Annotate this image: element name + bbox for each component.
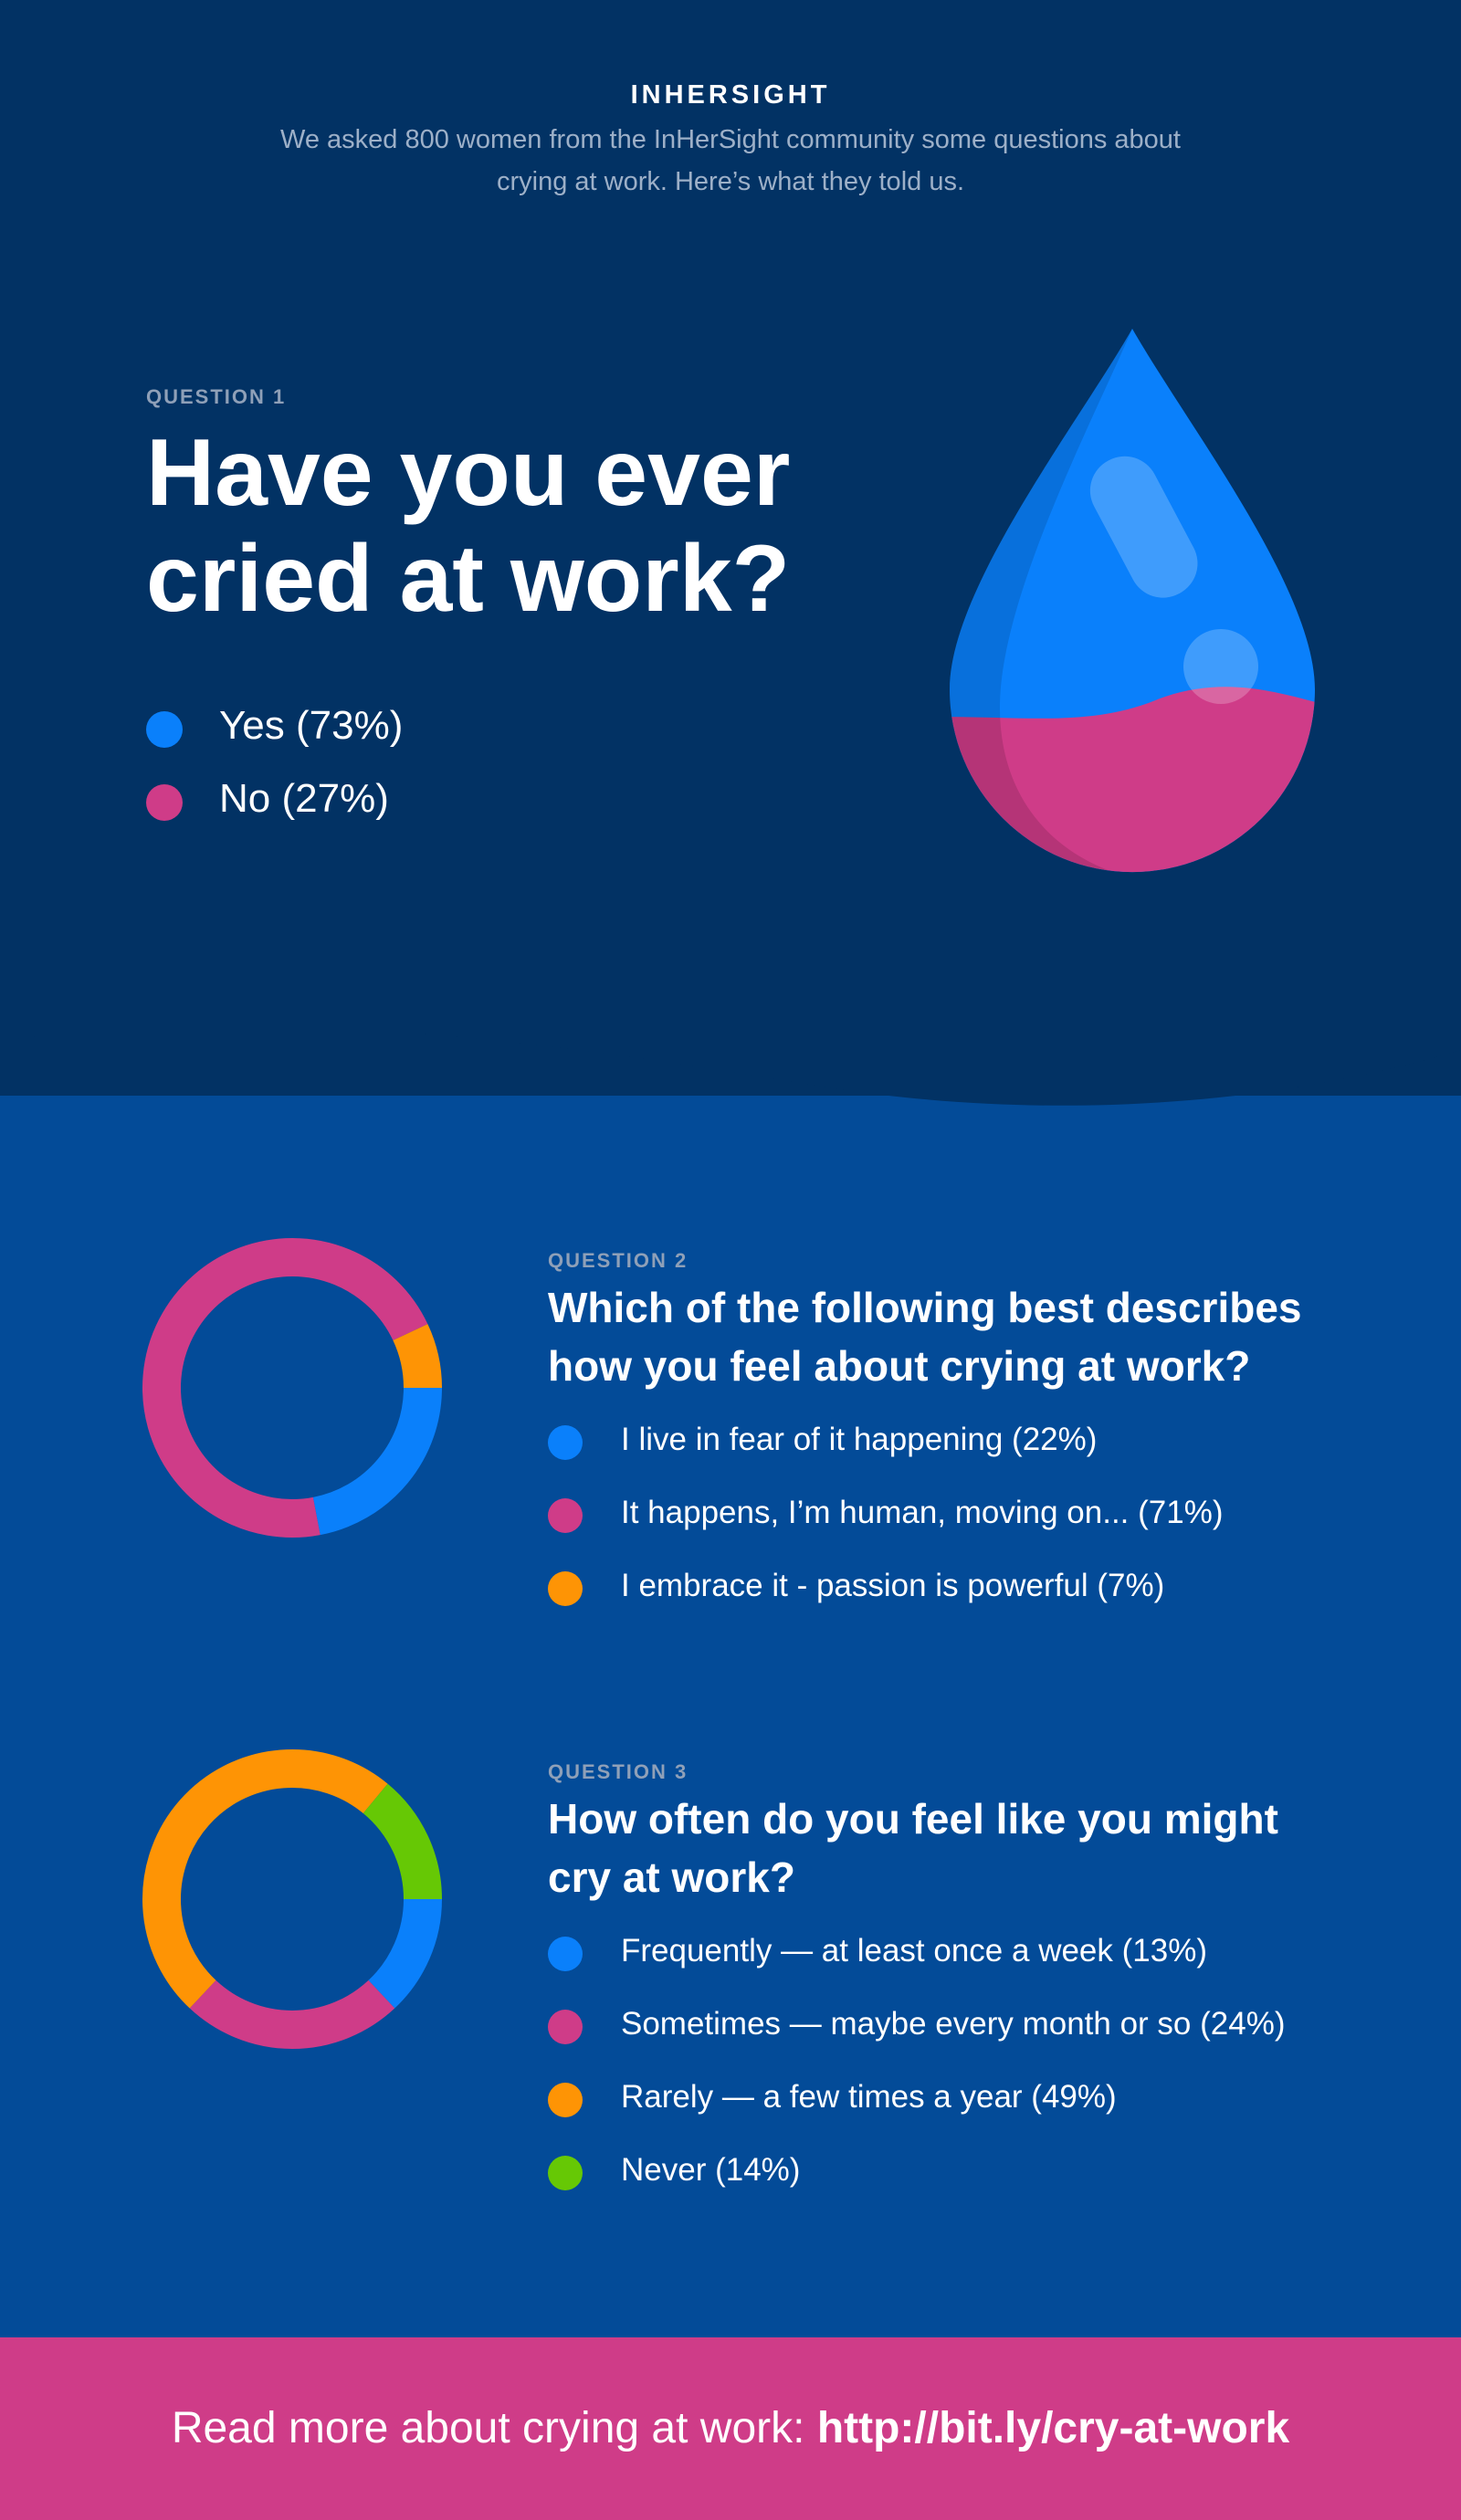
- question-1-title: Have you ever cried at work?: [146, 420, 791, 632]
- legend-item-yes: Yes (73%): [146, 698, 403, 772]
- donut-segment-2: [142, 1749, 388, 2009]
- donut-segment-2: [393, 1324, 442, 1389]
- drop-fill-no: [949, 687, 1316, 873]
- legend-dot-no: [146, 784, 183, 821]
- footer-banner: Read more about crying at work: http://b…: [0, 2337, 1461, 2520]
- legend-item-never: Never (14%): [548, 2147, 1285, 2221]
- footer-text: Read more about crying at work: http://b…: [0, 2337, 1461, 2520]
- legend-label-embrace: I embrace it - passion is powerful (7%): [621, 1568, 1165, 1603]
- legend-dot-embrace: [548, 1571, 583, 1606]
- question-3-donut: [142, 1749, 442, 2049]
- legend-dot-rarely: [548, 2083, 583, 2117]
- legend-item-no: No (27%): [146, 772, 403, 845]
- legend-label-sometimes: Sometimes — maybe every month or so (24%…: [621, 2006, 1286, 2042]
- intro-text: We asked 800 women from the InHerSight c…: [280, 125, 1181, 196]
- legend-dot-fear: [548, 1425, 583, 1460]
- legend-item-human: It happens, I’m human, moving on... (71%…: [548, 1490, 1224, 1563]
- question-3-label: QUESTION 3: [548, 1760, 688, 1783]
- legend-dot-frequently: [548, 1937, 583, 1971]
- legend-label-rarely: Rarely — a few times a year (49%): [621, 2079, 1117, 2115]
- legend-label-fear: I live in fear of it happening (22%): [621, 1422, 1098, 1457]
- question-2-title: Which of the following best describes ho…: [548, 1284, 1302, 1390]
- question-3-title: How often do you feel like you might cry…: [548, 1795, 1278, 1901]
- legend-dot-sometimes: [548, 2010, 583, 2044]
- donut-segment-0: [368, 1898, 442, 2009]
- drop-highlight-streak: [1089, 456, 1198, 598]
- brand-logo: INHERSIGHT: [630, 80, 831, 110]
- question-2-label: QUESTION 2: [548, 1249, 688, 1272]
- donut-segment-1: [142, 1238, 428, 1538]
- legend-item-fear: I live in fear of it happening (22%): [548, 1417, 1224, 1490]
- donut-segment-1: [189, 1979, 395, 2049]
- question-1-label: QUESTION 1: [146, 385, 287, 408]
- legend-label-yes: Yes (73%): [219, 703, 404, 748]
- legend-label-frequently: Frequently — at least once a week (13%): [621, 1933, 1207, 1969]
- question-2-legend: I live in fear of it happening (22%) It …: [548, 1417, 1224, 1636]
- donut-segment-3: [363, 1783, 442, 1900]
- legend-item-embrace: I embrace it - passion is powerful (7%): [548, 1563, 1224, 1636]
- legend-item-sometimes: Sometimes — maybe every month or so (24%…: [548, 2001, 1285, 2074]
- wave-divider: [0, 950, 1461, 1106]
- question-3-legend: Frequently — at least once a week (13%) …: [548, 1928, 1285, 2221]
- footer-link[interactable]: http://bit.ly/cry-at-work: [816, 2404, 1290, 2452]
- legend-item-frequently: Frequently — at least once a week (13%): [548, 1928, 1285, 2001]
- question-1-legend: Yes (73%) No (27%): [146, 698, 403, 845]
- legend-dot-never: [548, 2156, 583, 2190]
- legend-label-human: It happens, I’m human, moving on... (71%…: [621, 1495, 1224, 1530]
- drop-highlight-dot: [1183, 629, 1258, 704]
- legend-dot-human: [548, 1498, 583, 1533]
- footer-prefix: Read more about crying at work:: [171, 2404, 817, 2452]
- question-2-donut: [142, 1238, 442, 1538]
- legend-dot-yes: [146, 711, 183, 748]
- water-drop-chart: [949, 329, 1316, 873]
- legend-item-rarely: Rarely — a few times a year (49%): [548, 2074, 1285, 2147]
- legend-label-no: No (27%): [219, 776, 389, 821]
- legend-label-never: Never (14%): [621, 2152, 801, 2188]
- donut-segment-0: [312, 1387, 442, 1536]
